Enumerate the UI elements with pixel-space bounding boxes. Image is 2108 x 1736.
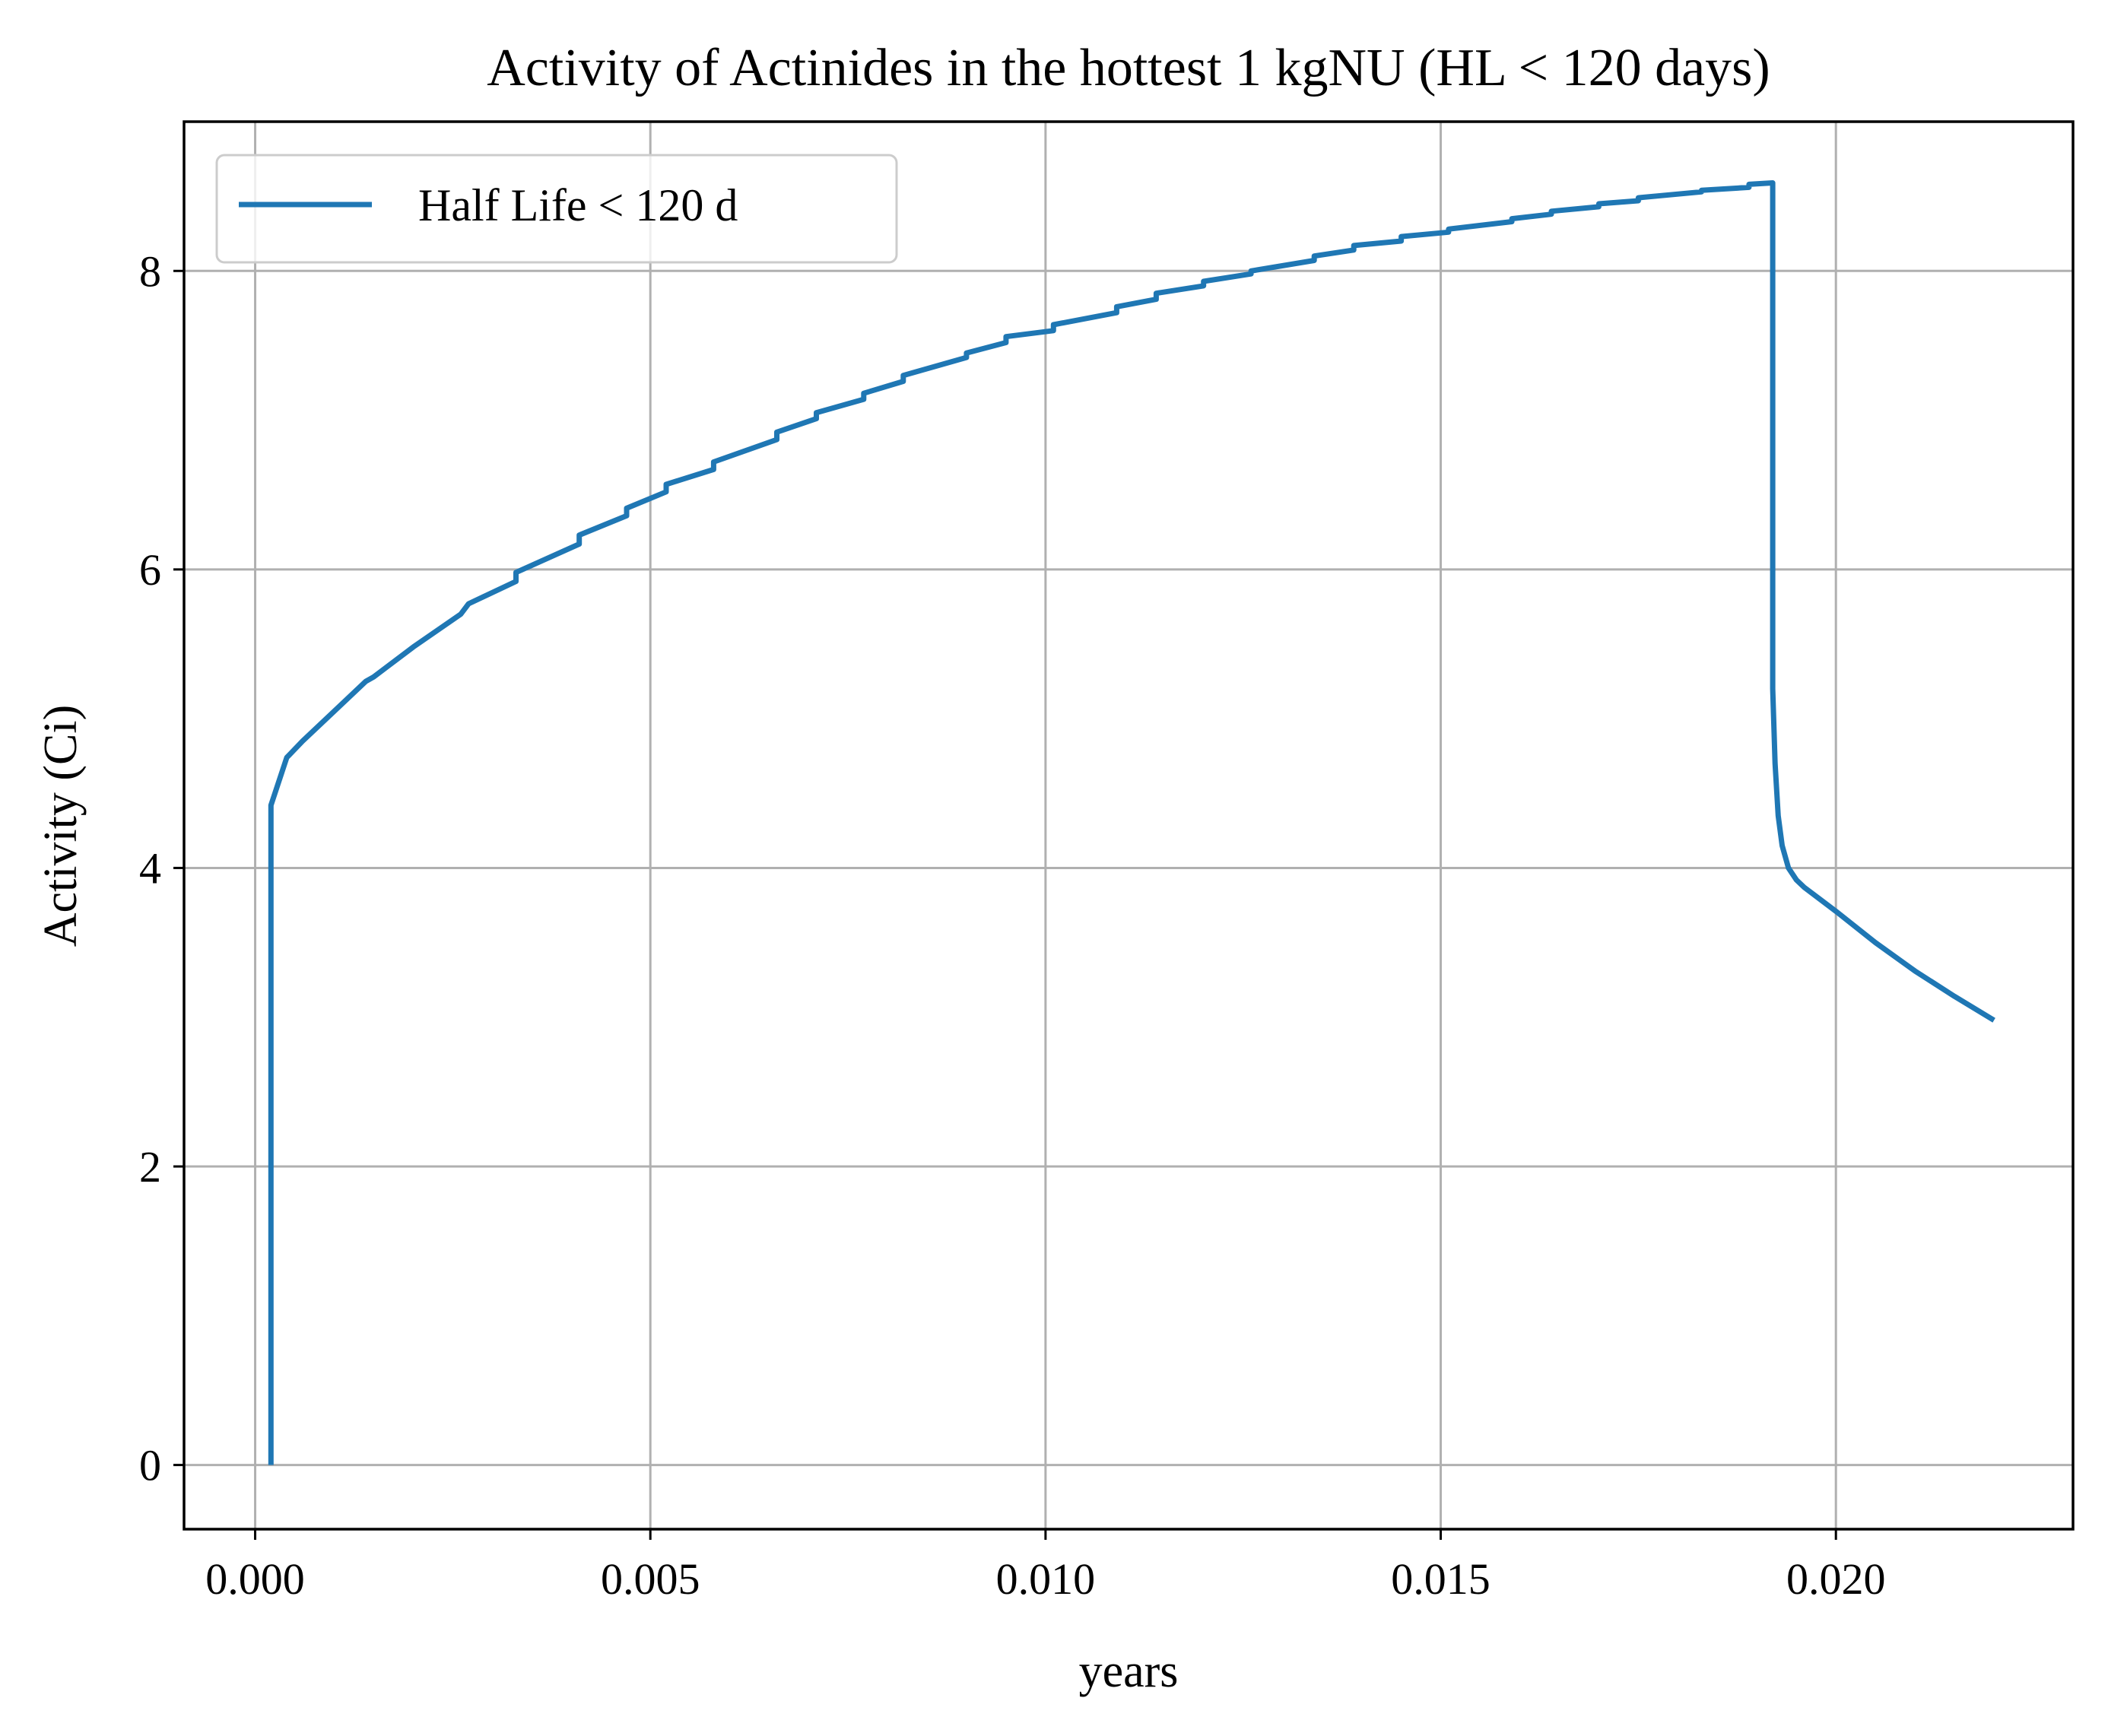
- chart-title: Activity of Actinides in the hottest 1 k…: [487, 39, 1770, 97]
- series-group: [268, 180, 1995, 1465]
- legend-box: [215, 154, 898, 264]
- legend: Half Life < 120 d: [215, 154, 898, 264]
- y-tick-label-3: 6: [139, 545, 161, 595]
- series-line-0: [268, 180, 1995, 1465]
- x-tick-label-0: 0.000: [205, 1554, 305, 1604]
- y-tick-label-4: 8: [139, 246, 161, 296]
- x-tick-label-1: 0.005: [601, 1554, 700, 1604]
- y-tick-label-0: 0: [139, 1441, 161, 1490]
- gridlines: [184, 122, 2073, 1529]
- y-axis-label: Activity (Ci): [35, 705, 87, 947]
- y-tick-label-1: 2: [139, 1142, 161, 1192]
- axis-ticks: 0.000 0.005 0.010 0.015 0.020 0 2 4 6 8: [139, 246, 1885, 1604]
- x-tick-label-4: 0.020: [1786, 1554, 1886, 1604]
- plot-area-frame: [183, 120, 2075, 1531]
- legend-label: Half Life < 120 d: [418, 180, 738, 230]
- y-tick-label-2: 4: [139, 843, 161, 893]
- x-tick-label-2: 0.010: [996, 1554, 1096, 1604]
- x-tick-label-3: 0.015: [1391, 1554, 1491, 1604]
- x-axis-label: years: [1079, 1646, 1179, 1697]
